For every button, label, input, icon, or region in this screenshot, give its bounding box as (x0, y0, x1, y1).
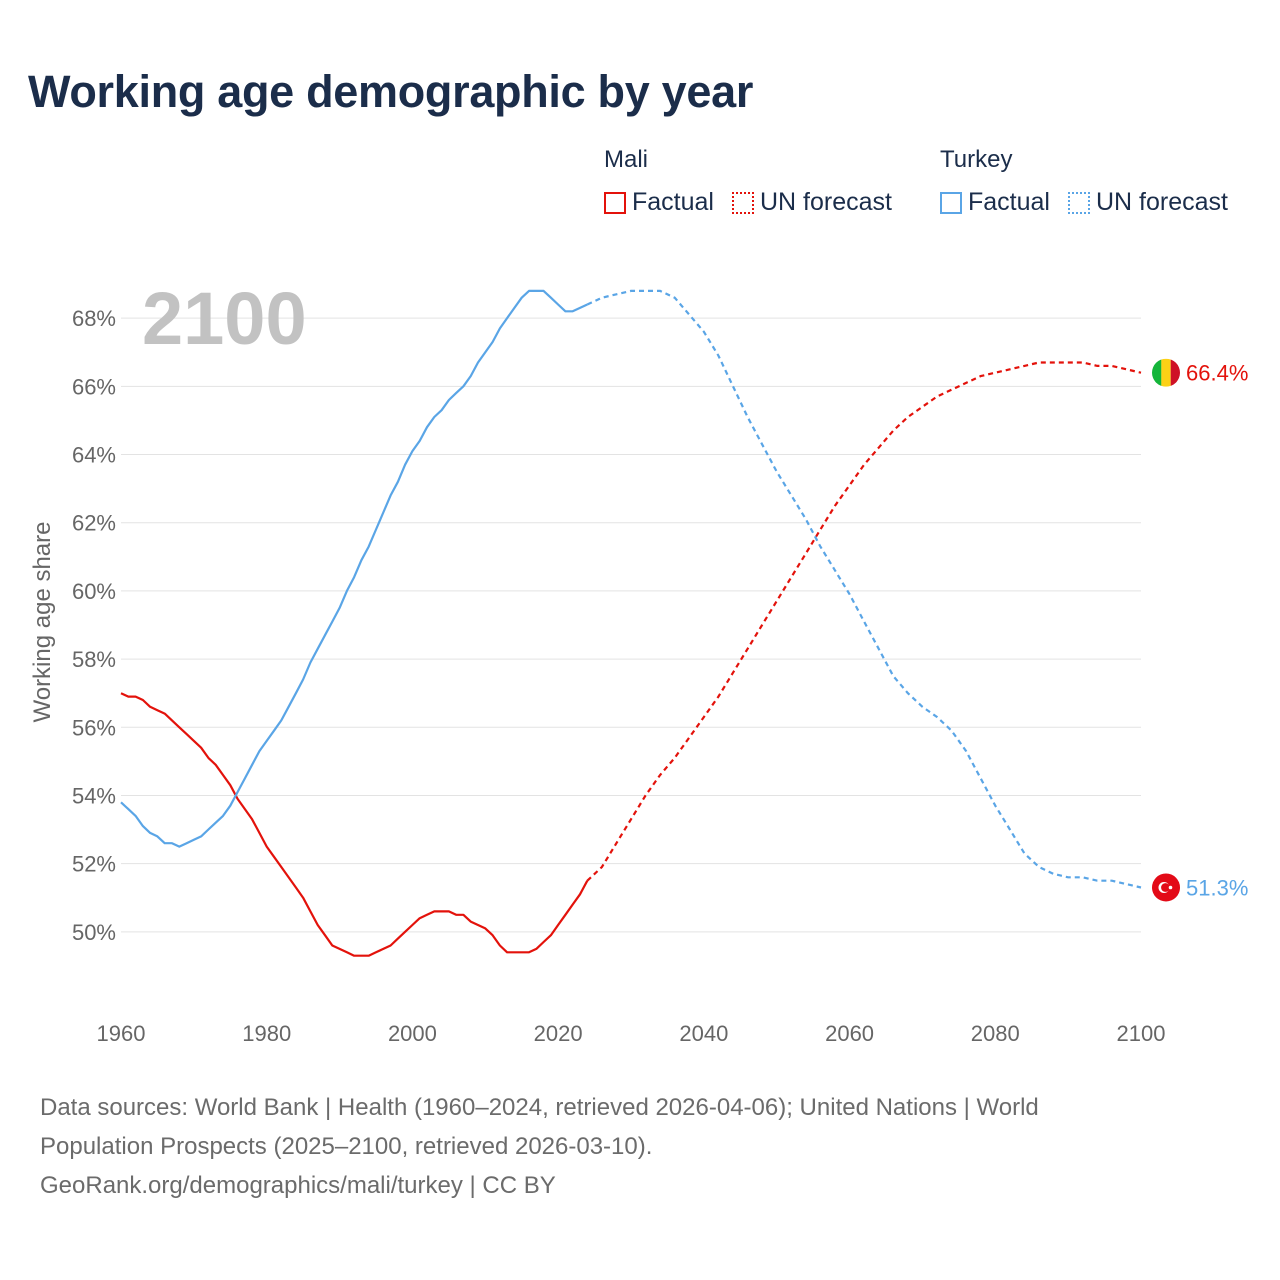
y-tick-label: 56% (72, 715, 116, 740)
flag-crescent-inner (1161, 883, 1170, 892)
y-tick-label: 54% (72, 783, 116, 808)
series-line-mali-forecast (586, 361, 1142, 882)
x-tick-label: 1980 (242, 1021, 291, 1046)
y-tick-label: 50% (72, 920, 116, 945)
series-lines (120, 289, 1142, 957)
turkey-flag-icon (1152, 873, 1180, 902)
x-tick-label: 2040 (679, 1021, 728, 1046)
legend-group-title: Turkey (940, 146, 1013, 173)
legend-group-title: Mali (604, 146, 649, 173)
flag-star (1168, 885, 1173, 890)
x-tick-label: 2000 (388, 1021, 437, 1046)
flag-stripe-red (1170, 358, 1180, 387)
legend-label: Factual (632, 188, 714, 216)
legend-item-mali-factual[interactable]: Factual (604, 188, 714, 217)
x-tick-label: 2060 (825, 1021, 874, 1046)
legend-item-turkey-forecast[interactable]: UN forecast (1067, 188, 1228, 217)
y-tick-label: 62% (72, 511, 116, 536)
x-tick-label: 2100 (1117, 1021, 1166, 1046)
x-tick-label: 2080 (971, 1021, 1020, 1046)
y-tick-label: 64% (72, 443, 116, 468)
footer-sources: Data sources: World Bank | Health (1960–… (40, 1088, 1220, 1205)
x-axis-ticks: 1960 1980 2000 2020 2040 2060 2080 2100 (97, 1021, 1166, 1046)
y-tick-label: 58% (72, 647, 116, 672)
legend-swatch-dotted (1067, 191, 1090, 214)
y-axis-ticks: 50% 52% 54% 56% 58% 60% 62% 64% 66% 68% (72, 306, 116, 945)
series-line-mali-factual (120, 692, 589, 957)
y-tick-label: 52% (72, 852, 116, 877)
legend-label: Factual (968, 188, 1050, 216)
legend-group-turkey: Turkey Factual UN forecast (940, 146, 1228, 217)
y-tick-label: 66% (72, 374, 116, 399)
end-label-mali: 66.4% (1186, 361, 1248, 386)
legend-swatch-solid (604, 191, 626, 214)
legend-group-mali: Mali Factual UN forecast (604, 146, 910, 217)
legend-item-mali-forecast[interactable]: UN forecast (731, 188, 892, 217)
legend-swatch-dotted (731, 191, 754, 214)
gridlines (121, 317, 1141, 933)
footer-link[interactable]: GeoRank.org/demographics/mali/turkey | C… (40, 1172, 556, 1199)
mali-flag-icon (1152, 358, 1180, 387)
legend-label: UN forecast (1095, 188, 1228, 216)
footer-line: Population Prospects (2025–2100, retriev… (40, 1133, 653, 1160)
x-tick-label: 2020 (534, 1021, 583, 1046)
y-tick-label: 68% (72, 306, 116, 331)
flag-stripe-green (1152, 358, 1162, 387)
flag-stripe-yellow (1161, 358, 1171, 387)
legend-item-turkey-factual[interactable]: Factual (940, 188, 1050, 217)
series-line-turkey-forecast (586, 289, 1142, 889)
chart-title: Working age demographic by year (28, 66, 754, 117)
y-axis-label: Working age share (29, 522, 56, 723)
x-tick-label: 1960 (97, 1021, 146, 1046)
y-tick-label: 60% (72, 579, 116, 604)
flag-stripes (1152, 358, 1180, 387)
series-line-turkey-factual (120, 289, 588, 848)
footer-line: Data sources: World Bank | Health (1960–… (40, 1094, 1039, 1121)
legend-swatch-solid (940, 191, 962, 214)
end-labels: 66.4% 51.3% (1152, 358, 1248, 902)
legend-label: UN forecast (759, 188, 892, 216)
year-overlay: 2100 (142, 277, 307, 360)
end-label-turkey: 51.3% (1186, 875, 1248, 900)
